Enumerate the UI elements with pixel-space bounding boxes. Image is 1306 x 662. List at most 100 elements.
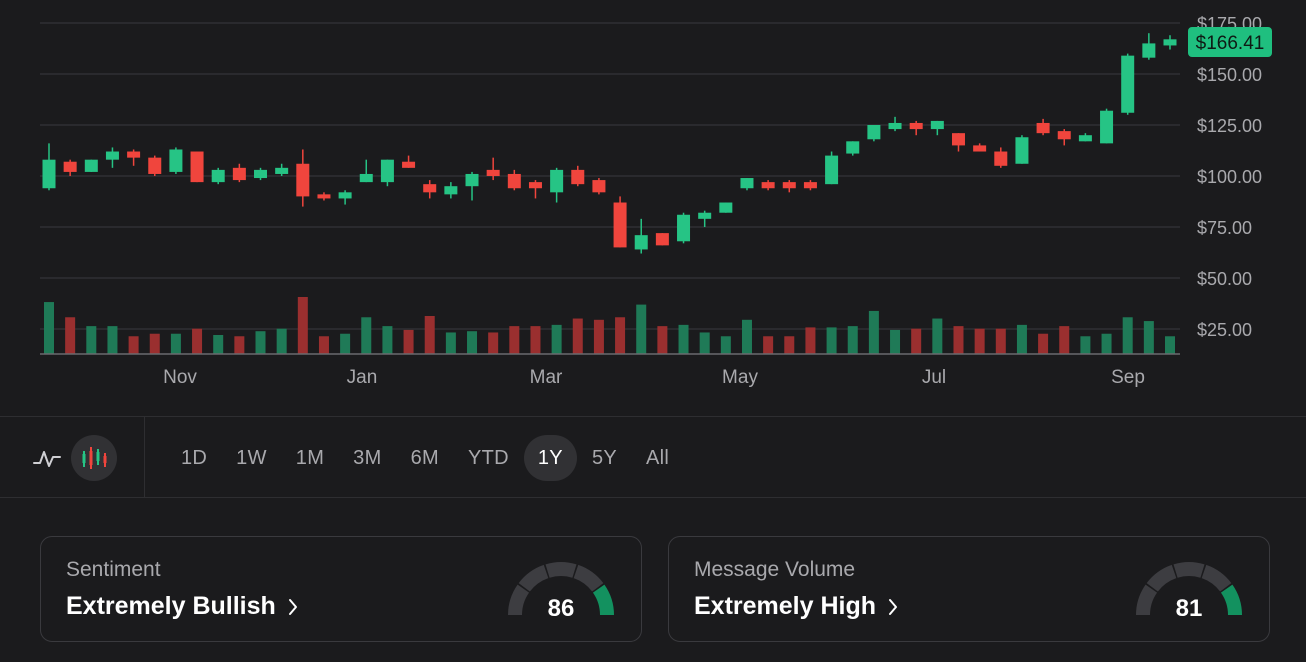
candle-body bbox=[550, 169, 564, 193]
volume-bar bbox=[1101, 333, 1112, 354]
candle-body bbox=[1057, 131, 1071, 140]
candle-body bbox=[338, 192, 352, 199]
time-range-selector: 1D 1W 1M 3M 6M YTD 1Y 5Y All bbox=[167, 435, 684, 481]
candle-body bbox=[951, 133, 965, 146]
message-volume-score: 81 bbox=[1175, 595, 1203, 622]
volume-bar bbox=[340, 333, 351, 354]
volume-bar bbox=[953, 326, 964, 354]
volume-bar bbox=[488, 332, 499, 354]
message-volume-value-link[interactable]: Extremely High bbox=[694, 592, 898, 621]
candle-body bbox=[592, 180, 606, 193]
candle-body bbox=[317, 194, 331, 199]
range-button-all[interactable]: All bbox=[646, 446, 670, 469]
volume-bar bbox=[1143, 321, 1154, 354]
current-price: $166.41 bbox=[1196, 33, 1265, 54]
candle-body bbox=[148, 157, 162, 174]
volume-bar bbox=[741, 319, 752, 354]
volume-bar bbox=[763, 336, 774, 354]
line-chart-button[interactable] bbox=[24, 435, 70, 481]
candle-body bbox=[42, 159, 56, 189]
y-tick-label: $125.00 bbox=[1197, 116, 1262, 136]
chart-toolbar: 1D 1W 1M 3M 6M YTD 1Y 5Y All bbox=[0, 416, 1306, 498]
gauge-segment bbox=[508, 584, 530, 616]
y-tick-label: $50.00 bbox=[1197, 269, 1252, 289]
candle-body bbox=[867, 125, 881, 140]
volume-bar bbox=[636, 304, 647, 354]
gauge-segment bbox=[1173, 562, 1205, 578]
range-button-ytd[interactable]: YTD bbox=[467, 446, 509, 469]
x-tick-label: May bbox=[722, 367, 758, 388]
volume-bar bbox=[107, 326, 118, 354]
y-tick-label: $25.00 bbox=[1197, 320, 1252, 340]
candle-body bbox=[63, 161, 77, 172]
range-button-6m[interactable]: 6M bbox=[410, 446, 439, 469]
message-volume-card[interactable]: Message Volume Extremely High 81 bbox=[668, 536, 1270, 642]
candle-body bbox=[211, 169, 225, 183]
candlestick-chart-button[interactable] bbox=[71, 435, 117, 481]
volume-bar bbox=[192, 328, 203, 354]
candle-body bbox=[1015, 137, 1029, 164]
volume-bar bbox=[890, 329, 901, 354]
candlestick-chart-icon bbox=[82, 447, 107, 469]
price-chart[interactable]: $175.00$150.00$125.00$100.00$75.00$50.00… bbox=[0, 0, 1306, 410]
gauge-segment-active bbox=[592, 584, 614, 616]
range-button-1d[interactable]: 1D bbox=[181, 446, 208, 469]
volume-bar bbox=[551, 324, 562, 354]
volume-bar bbox=[65, 317, 76, 354]
candle-body bbox=[444, 186, 458, 195]
range-button-5y[interactable]: 5Y bbox=[591, 446, 618, 469]
volume-bar bbox=[276, 328, 287, 354]
sentiment-value-link[interactable]: Extremely Bullish bbox=[66, 592, 298, 621]
volume-bar bbox=[149, 333, 160, 354]
candle-body bbox=[254, 169, 268, 179]
range-button-1y[interactable]: 1Y bbox=[523, 435, 577, 481]
volume-bar bbox=[1038, 333, 1049, 354]
volume-bar bbox=[572, 318, 583, 354]
x-tick-label: Mar bbox=[530, 367, 563, 388]
candle-body bbox=[677, 214, 691, 242]
gauge-segment bbox=[573, 564, 604, 592]
candle-body bbox=[169, 149, 183, 172]
volume-bar bbox=[128, 336, 139, 354]
sentiment-card[interactable]: Sentiment Extremely Bullish 86 bbox=[40, 536, 642, 642]
gauge-segment bbox=[1146, 564, 1177, 592]
volume-bar bbox=[255, 331, 266, 354]
candle-body bbox=[994, 151, 1008, 166]
candle-body bbox=[1142, 43, 1156, 58]
candle-body bbox=[1121, 55, 1135, 113]
gauge-segment bbox=[1201, 564, 1232, 592]
volume-bar bbox=[234, 336, 245, 354]
candle-body bbox=[380, 159, 394, 183]
x-tick-label: Sep bbox=[1111, 367, 1145, 388]
volume-bar bbox=[615, 317, 626, 354]
volume-bar bbox=[318, 336, 329, 354]
volume-bar bbox=[382, 326, 393, 354]
volume-bar bbox=[1059, 326, 1070, 354]
range-button-1w[interactable]: 1W bbox=[236, 446, 267, 469]
line-chart-icon bbox=[33, 451, 61, 467]
volume-bar bbox=[932, 318, 943, 354]
candle-body bbox=[973, 145, 987, 152]
volume-bar bbox=[720, 336, 731, 354]
candle-body bbox=[740, 178, 754, 189]
y-tick-label: $75.00 bbox=[1197, 218, 1252, 238]
candle-body bbox=[296, 163, 310, 197]
gauge-arc bbox=[508, 562, 614, 616]
volume-bar bbox=[361, 317, 372, 354]
candle-body bbox=[359, 173, 373, 183]
y-tick-label: $100.00 bbox=[1197, 167, 1262, 187]
candle-body bbox=[825, 155, 839, 185]
candle-body bbox=[402, 161, 416, 168]
volume-bar bbox=[593, 319, 604, 354]
volume-bar bbox=[445, 332, 456, 354]
candle-body bbox=[84, 159, 98, 172]
candle-body bbox=[1036, 122, 1050, 134]
chevron-right-icon bbox=[889, 598, 898, 615]
volume-bar bbox=[805, 327, 816, 354]
candle-body bbox=[1163, 39, 1177, 46]
volume-bar bbox=[657, 326, 668, 354]
volume-bar bbox=[868, 310, 879, 354]
range-button-1m[interactable]: 1M bbox=[295, 446, 325, 469]
candle-body bbox=[634, 235, 648, 250]
range-button-3m[interactable]: 3M bbox=[353, 446, 382, 469]
